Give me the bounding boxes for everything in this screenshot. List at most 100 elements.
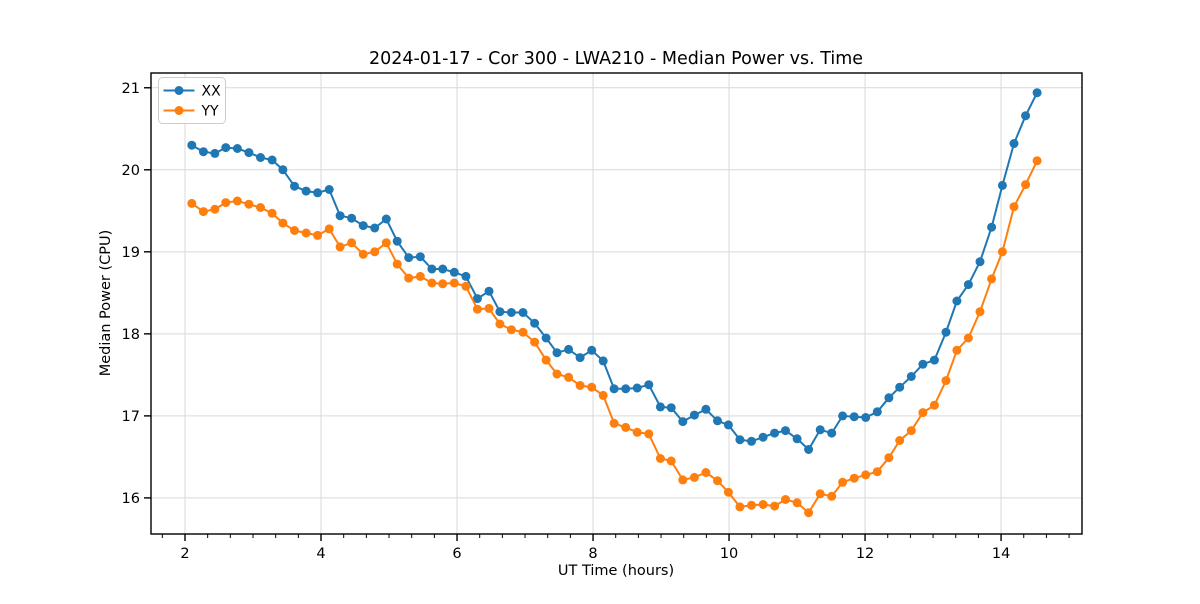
series-yy-markers [187, 156, 1042, 518]
data-point [666, 456, 676, 466]
y-tick-label: 19 [122, 245, 140, 261]
data-point [324, 224, 334, 234]
y-tick-label: 17 [122, 409, 140, 425]
data-point [838, 411, 848, 421]
data-point [449, 278, 459, 288]
data-point [941, 327, 951, 337]
data-point [884, 393, 894, 403]
data-point [723, 487, 733, 497]
data-point [381, 238, 391, 248]
data-point [804, 508, 814, 518]
data-point [747, 436, 756, 446]
data-point [506, 325, 516, 335]
data-point [997, 180, 1007, 190]
data-point [713, 476, 722, 486]
data-point [987, 274, 997, 284]
data-point [370, 223, 380, 233]
data-point [244, 148, 254, 158]
data-point [987, 222, 997, 232]
data-point [278, 218, 288, 228]
data-point [484, 286, 494, 296]
data-point [644, 380, 654, 390]
data-point [815, 489, 825, 499]
data-point [598, 356, 608, 366]
data-point [713, 416, 722, 426]
series-layer [187, 88, 1042, 518]
data-point [838, 477, 848, 487]
data-point [518, 327, 528, 337]
data-point [1021, 180, 1031, 190]
data-point [632, 383, 642, 393]
data-point [187, 198, 197, 208]
y-tick-label: 16 [122, 491, 140, 507]
data-point [370, 247, 380, 257]
data-point [210, 204, 220, 214]
data-point [347, 238, 357, 248]
data-point [347, 213, 357, 223]
data-point [313, 230, 323, 240]
data-point [815, 425, 825, 435]
data-point [884, 453, 894, 463]
data-point [381, 214, 391, 224]
x-tick-label: 14 [992, 546, 1010, 562]
data-point [267, 208, 277, 218]
x-tick-label: 2 [180, 546, 189, 562]
data-point [392, 259, 402, 269]
data-point [997, 247, 1007, 257]
data-point [461, 271, 471, 281]
data-point [781, 426, 790, 436]
axes: 2 4 6 8 10 12 14 16 17 18 19 20 21 [122, 72, 1083, 562]
data-point [324, 185, 334, 194]
data-point [598, 390, 608, 400]
data-point [1009, 202, 1019, 212]
data-point [781, 495, 790, 504]
data-point [290, 181, 299, 191]
data-point [609, 384, 619, 394]
series-yy-line [191, 160, 1039, 514]
x-axis-label: UT Time (hours) [558, 563, 674, 579]
data-point [849, 473, 859, 483]
data-point [564, 344, 574, 354]
y-tick-label: 21 [122, 81, 140, 97]
data-point [290, 226, 299, 235]
plot-border [150, 72, 1083, 535]
data-point [278, 165, 288, 175]
data-point [621, 384, 631, 394]
data-point [941, 376, 951, 386]
data-point [770, 428, 780, 438]
data-point [506, 308, 516, 317]
x-tick-label: 10 [720, 546, 738, 562]
data-point [861, 470, 871, 480]
data-point [792, 498, 802, 508]
data-point [495, 319, 505, 329]
data-point [678, 417, 688, 427]
data-point [963, 333, 973, 343]
legend-label: YY [201, 104, 220, 120]
x-tick-label: 12 [856, 546, 874, 562]
data-point [849, 412, 859, 422]
data-point [438, 264, 448, 274]
data-point [952, 345, 962, 355]
data-point [438, 279, 448, 289]
data-point [895, 436, 905, 445]
data-point [221, 198, 231, 208]
data-point [1009, 139, 1019, 148]
data-point [461, 281, 471, 291]
data-point [564, 372, 574, 382]
data-point [575, 381, 585, 390]
data-point [256, 203, 265, 212]
data-point [256, 153, 265, 162]
data-point [861, 413, 871, 422]
data-point [198, 207, 208, 217]
gridlines [151, 73, 1082, 534]
data-point [518, 308, 528, 317]
data-point [963, 280, 973, 290]
data-point [541, 355, 551, 365]
data-point [655, 454, 665, 463]
legend-label: XX [202, 84, 222, 100]
legend-marker [174, 86, 184, 95]
data-point [301, 186, 311, 196]
data-point [758, 500, 768, 509]
data-point [723, 420, 733, 430]
